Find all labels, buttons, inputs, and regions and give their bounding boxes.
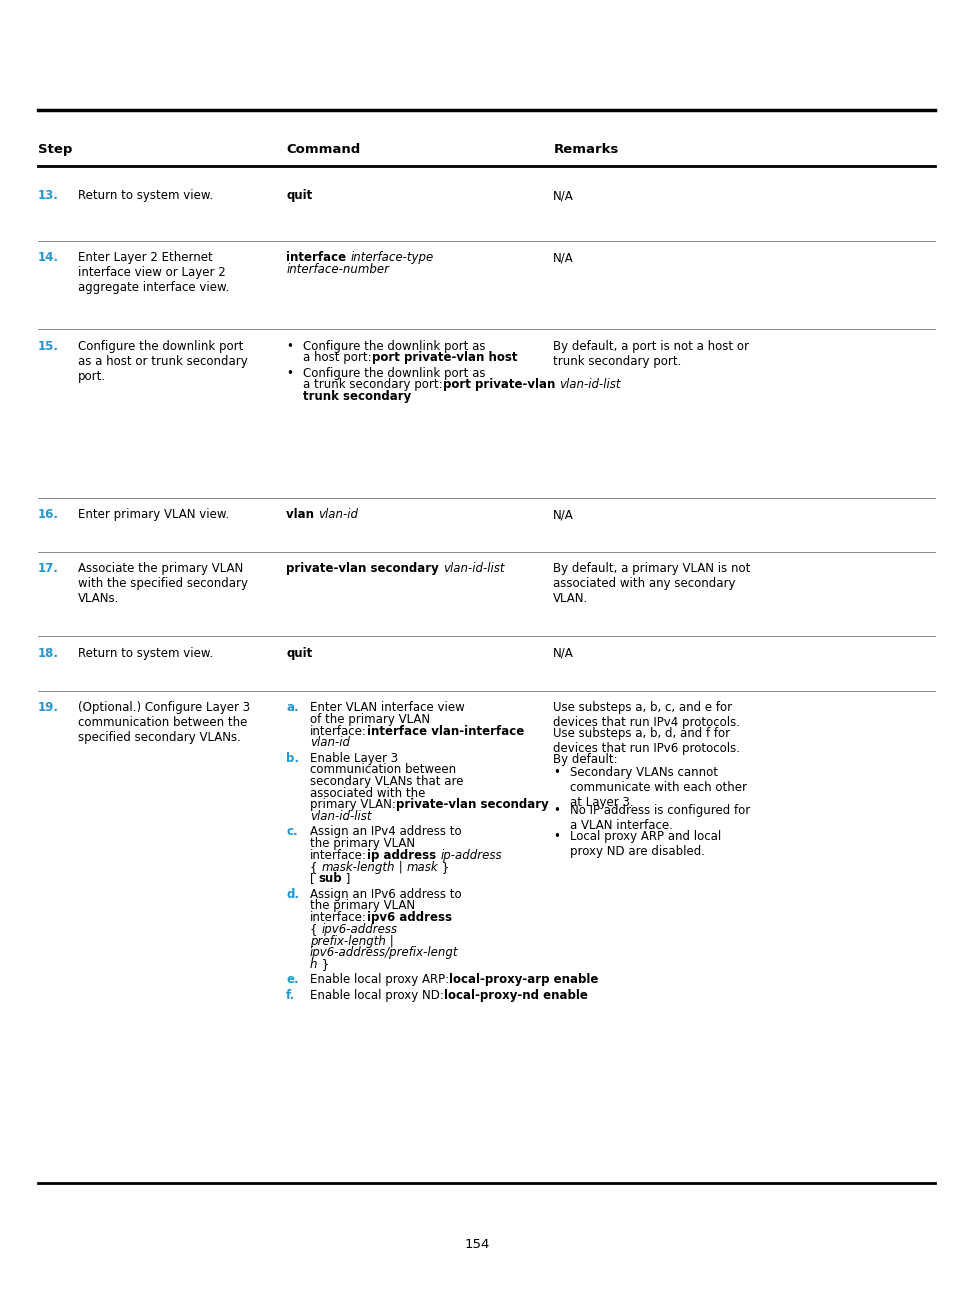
Text: interface-type: interface-type — [350, 251, 434, 264]
Text: primary VLAN:: primary VLAN: — [310, 798, 395, 811]
Text: f.: f. — [286, 989, 295, 1002]
Text: port private-vlan: port private-vlan — [442, 378, 558, 391]
Text: Enable Layer 3: Enable Layer 3 — [310, 752, 397, 765]
Text: interface:: interface: — [310, 849, 367, 862]
Text: ip-address: ip-address — [439, 849, 501, 862]
Text: sub: sub — [318, 872, 342, 885]
Text: By default, a primary VLAN is not
associated with any secondary
VLAN.: By default, a primary VLAN is not associ… — [553, 562, 750, 605]
Text: Configure the downlink port as: Configure the downlink port as — [303, 367, 485, 380]
Text: ]: ] — [342, 872, 350, 885]
Text: 15.: 15. — [38, 340, 59, 353]
Text: ipv6-address/prefix-lengt: ipv6-address/prefix-lengt — [310, 946, 458, 959]
Text: communication between: communication between — [310, 763, 456, 776]
Text: Return to system view.: Return to system view. — [78, 647, 213, 660]
Text: 14.: 14. — [38, 251, 59, 264]
Text: secondary VLANs that are: secondary VLANs that are — [310, 775, 463, 788]
Text: 16.: 16. — [38, 508, 59, 521]
Text: }: } — [317, 958, 329, 971]
Text: local-proxy-arp enable: local-proxy-arp enable — [449, 973, 598, 986]
Text: local-proxy-nd enable: local-proxy-nd enable — [443, 989, 587, 1002]
Text: By default, a port is not a host or
trunk secondary port.: By default, a port is not a host or trun… — [553, 340, 748, 368]
Text: 154: 154 — [464, 1238, 489, 1251]
Text: |: | — [386, 934, 394, 947]
Text: Configure the downlink port
as a host or trunk secondary
port.: Configure the downlink port as a host or… — [78, 340, 248, 382]
Text: interface:: interface: — [310, 724, 367, 737]
Text: a trunk secondary port:: a trunk secondary port: — [303, 378, 442, 391]
Text: •: • — [553, 831, 559, 844]
Text: c.: c. — [286, 826, 297, 839]
Text: N/A: N/A — [553, 508, 574, 521]
Text: •: • — [553, 805, 559, 818]
Text: trunk secondary: trunk secondary — [303, 390, 411, 403]
Text: the primary VLAN: the primary VLAN — [310, 899, 415, 912]
Text: a.: a. — [286, 701, 298, 714]
Text: interface vlan-interface: interface vlan-interface — [367, 724, 523, 737]
Text: associated with the: associated with the — [310, 787, 425, 800]
Text: private-vlan secondary: private-vlan secondary — [286, 562, 442, 575]
Text: interface:: interface: — [310, 911, 367, 924]
Text: |: | — [395, 861, 406, 874]
Text: Configure the downlink port as: Configure the downlink port as — [303, 340, 485, 353]
Text: Enter Layer 2 Ethernet
interface view or Layer 2
aggregate interface view.: Enter Layer 2 Ethernet interface view or… — [78, 251, 230, 294]
Text: vlan-id-list: vlan-id-list — [442, 562, 504, 575]
Text: By default:: By default: — [553, 753, 618, 766]
Text: 17.: 17. — [38, 562, 59, 575]
Text: d.: d. — [286, 888, 299, 901]
Text: Secondary VLANs cannot
communicate with each other
at Layer 3.: Secondary VLANs cannot communicate with … — [570, 766, 747, 809]
Text: vlan-id: vlan-id — [310, 736, 350, 749]
Text: •: • — [553, 766, 559, 779]
Text: ipv6-address: ipv6-address — [321, 923, 397, 936]
Text: Command: Command — [286, 143, 360, 156]
Text: •: • — [286, 367, 293, 380]
Text: Enter primary VLAN view.: Enter primary VLAN view. — [78, 508, 229, 521]
Text: interface-number: interface-number — [286, 263, 389, 276]
Text: N/A: N/A — [553, 189, 574, 202]
Text: e.: e. — [286, 973, 298, 986]
Text: port private-vlan host: port private-vlan host — [372, 351, 517, 364]
Text: private-vlan secondary: private-vlan secondary — [395, 798, 548, 811]
Text: }: } — [437, 861, 449, 874]
Text: Return to system view.: Return to system view. — [78, 189, 213, 202]
Text: Use substeps a, b, c, and e for
devices that run IPv4 protocols.: Use substeps a, b, c, and e for devices … — [553, 701, 740, 730]
Text: b.: b. — [286, 752, 299, 765]
Text: vlan-id-list: vlan-id-list — [310, 810, 371, 823]
Text: N/A: N/A — [553, 647, 574, 660]
Text: vlan-id-list: vlan-id-list — [558, 378, 620, 391]
Text: prefix-length: prefix-length — [310, 934, 386, 947]
Text: {: { — [310, 923, 321, 936]
Text: 13.: 13. — [38, 189, 59, 202]
Text: interface: interface — [286, 251, 350, 264]
Text: mask: mask — [406, 861, 437, 874]
Text: of the primary VLAN: of the primary VLAN — [310, 713, 430, 726]
Text: Step: Step — [38, 143, 72, 156]
Text: •: • — [286, 340, 293, 353]
Text: Enable local proxy ARP:: Enable local proxy ARP: — [310, 973, 449, 986]
Text: (Optional.) Configure Layer 3
communication between the
specified secondary VLAN: (Optional.) Configure Layer 3 communicat… — [78, 701, 250, 744]
Text: Assign an IPv6 address to: Assign an IPv6 address to — [310, 888, 461, 901]
Text: vlan-id: vlan-id — [318, 508, 358, 521]
Text: ip address: ip address — [367, 849, 439, 862]
Text: Assign an IPv4 address to: Assign an IPv4 address to — [310, 826, 461, 839]
Text: {: { — [310, 861, 321, 874]
Text: a host port:: a host port: — [303, 351, 372, 364]
Text: the primary VLAN: the primary VLAN — [310, 837, 415, 850]
Text: quit: quit — [286, 647, 313, 660]
Text: Enter VLAN interface view: Enter VLAN interface view — [310, 701, 464, 714]
Text: 18.: 18. — [38, 647, 59, 660]
Text: ipv6 address: ipv6 address — [367, 911, 452, 924]
Text: vlan: vlan — [286, 508, 318, 521]
Text: Local proxy ARP and local
proxy ND are disabled.: Local proxy ARP and local proxy ND are d… — [570, 831, 721, 858]
Text: h: h — [310, 958, 317, 971]
Text: mask-length: mask-length — [321, 861, 395, 874]
Text: N/A: N/A — [553, 251, 574, 264]
Text: Use substeps a, b, d, and f for
devices that run IPv6 protocols.: Use substeps a, b, d, and f for devices … — [553, 727, 740, 756]
Text: Remarks: Remarks — [553, 143, 618, 156]
Text: [: [ — [310, 872, 318, 885]
Text: No IP address is configured for
a VLAN interface.: No IP address is configured for a VLAN i… — [570, 805, 750, 832]
Text: Associate the primary VLAN
with the specified secondary
VLANs.: Associate the primary VLAN with the spec… — [78, 562, 248, 605]
Text: quit: quit — [286, 189, 313, 202]
Text: 19.: 19. — [38, 701, 59, 714]
Text: Enable local proxy ND:: Enable local proxy ND: — [310, 989, 443, 1002]
